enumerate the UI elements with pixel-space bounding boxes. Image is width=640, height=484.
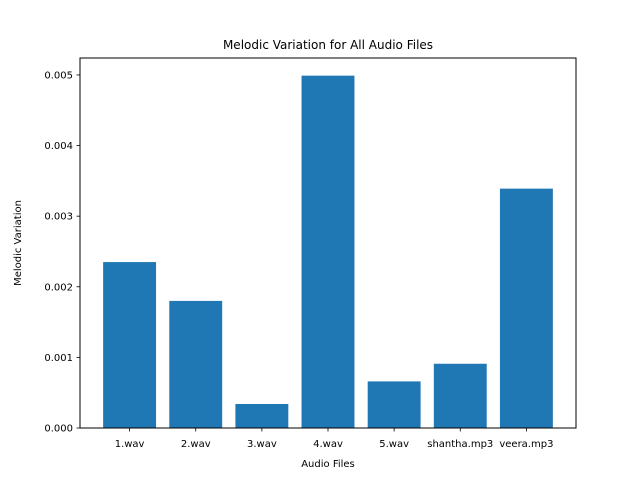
y-axis-ticks: 0.000 0.001 0.002 0.003 0.004 0.005 <box>44 70 80 435</box>
chart-title: Melodic Variation for All Audio Files <box>223 38 433 52</box>
y-tick-label: 0.003 <box>44 212 73 223</box>
bar-5.wav <box>367 381 421 428</box>
y-tick-label: 0.004 <box>44 141 73 152</box>
bar-1.wav <box>103 262 157 428</box>
y-tick-label: 0.005 <box>44 70 73 81</box>
bar-veera.mp3 <box>499 188 553 428</box>
x-tick-label: 2.wav <box>181 439 211 450</box>
x-tick-label: 4.wav <box>313 439 343 450</box>
y-axis-label: Melodic Variation <box>13 200 24 286</box>
x-axis-ticks: 1.wav 2.wav 3.wav 4.wav 5.wav shantha.mp3 veer… <box>115 428 553 450</box>
bar-3.wav <box>235 403 289 428</box>
y-tick-label: 0.002 <box>44 282 73 293</box>
x-tick-label: shantha.mp3 <box>427 439 493 450</box>
bars-group <box>103 75 553 428</box>
x-axis-label: Audio Files <box>301 459 355 470</box>
x-tick-label: veera.mp3 <box>499 439 553 450</box>
x-tick-label: 3.wav <box>247 439 277 450</box>
bar-shantha.mp3 <box>433 363 487 428</box>
bar-4.wav <box>301 75 355 428</box>
bar-2.wav <box>169 300 223 428</box>
y-tick-label: 0.000 <box>44 424 73 435</box>
x-tick-label: 1.wav <box>115 439 145 450</box>
y-tick-label: 0.001 <box>44 353 73 364</box>
plot-frame <box>79 57 577 429</box>
x-tick-label: 5.wav <box>379 439 409 450</box>
